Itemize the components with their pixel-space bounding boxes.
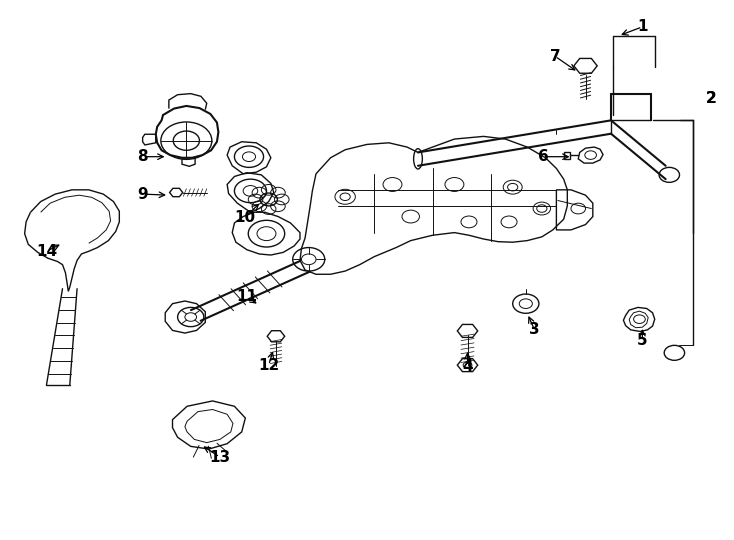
Text: 1: 1 <box>637 19 647 35</box>
Text: 12: 12 <box>258 357 279 373</box>
Text: 4: 4 <box>462 359 473 374</box>
Circle shape <box>664 346 685 360</box>
Circle shape <box>659 167 680 183</box>
Text: 3: 3 <box>529 322 539 338</box>
Circle shape <box>512 294 539 313</box>
Text: 5: 5 <box>637 333 647 348</box>
Text: 10: 10 <box>234 210 255 225</box>
Text: 2: 2 <box>705 91 716 106</box>
Text: 13: 13 <box>209 450 230 464</box>
Text: 6: 6 <box>538 149 548 164</box>
Text: 2: 2 <box>705 91 716 106</box>
Text: 9: 9 <box>137 187 148 201</box>
Text: 14: 14 <box>36 244 57 259</box>
Text: 8: 8 <box>137 149 148 164</box>
Text: 11: 11 <box>236 289 258 304</box>
Text: 7: 7 <box>550 49 560 64</box>
